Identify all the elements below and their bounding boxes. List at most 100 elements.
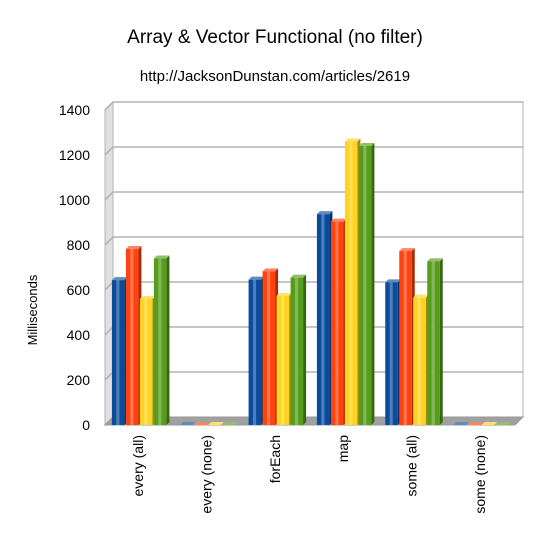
bar	[316, 211, 333, 425]
bar	[276, 292, 293, 425]
bar-top	[248, 276, 265, 280]
bar	[139, 296, 156, 425]
bar	[248, 276, 265, 425]
y-tick-label: 1200	[59, 147, 90, 163]
bar-front	[111, 280, 125, 425]
bar-front	[153, 258, 167, 425]
bar-top	[344, 138, 361, 142]
bar-highlight	[363, 146, 367, 425]
bar	[111, 277, 128, 425]
bar	[427, 258, 443, 425]
bar-top	[399, 248, 415, 252]
y-tick-label: 200	[67, 372, 91, 388]
bar-top	[481, 422, 498, 425]
bar-top	[222, 422, 238, 425]
y-tick-label: 400	[67, 327, 91, 343]
bar-top	[453, 422, 470, 425]
bar	[413, 294, 429, 425]
y-tick-label: 0	[82, 417, 90, 433]
bar-top	[290, 274, 307, 278]
bar	[385, 279, 401, 425]
bar-highlight	[417, 297, 421, 425]
bar	[495, 422, 512, 425]
bar-front	[276, 295, 290, 425]
bar-highlight	[403, 251, 407, 425]
bar-top	[139, 296, 156, 299]
bar	[399, 248, 415, 425]
bar	[290, 274, 307, 425]
bar-highlight	[349, 141, 353, 425]
chart-subtitle: http://JacksonDunstan.com/articles/2619	[140, 68, 410, 85]
bar-side	[166, 255, 170, 425]
bar-highlight	[335, 221, 339, 425]
bar-front	[344, 141, 358, 425]
x-category-label: forEach	[267, 435, 283, 483]
gridline	[104, 236, 523, 246]
bar-side	[303, 274, 307, 425]
bar-top	[125, 246, 142, 250]
bar-top	[385, 279, 401, 283]
bar-top	[180, 422, 196, 425]
bar-front	[248, 279, 262, 425]
y-tick-label: 800	[67, 237, 91, 253]
bar-highlight	[252, 279, 257, 425]
bar-front	[385, 282, 398, 425]
y-tick-label: 1400	[59, 102, 90, 118]
bar-highlight	[294, 277, 299, 425]
bar-top	[413, 294, 429, 298]
bar	[125, 246, 142, 425]
bar	[153, 255, 170, 425]
plot-area: 0 200 400 600 800 1000 1200 1400 every (all) ever…	[59, 100, 525, 514]
bar	[467, 422, 484, 425]
bar-top	[467, 422, 484, 425]
bar-front	[358, 146, 372, 425]
bar-highlight	[266, 271, 271, 425]
bar-top	[427, 258, 443, 262]
x-category-label: every (all)	[130, 435, 146, 496]
bar	[358, 143, 375, 425]
bar-highlight	[321, 214, 325, 425]
bar-top	[276, 292, 293, 296]
gridline	[104, 101, 523, 111]
bar-front	[427, 261, 440, 425]
bar-front	[125, 249, 139, 425]
bar-highlight	[158, 258, 162, 425]
gridline	[104, 191, 523, 201]
bar-front	[316, 214, 330, 425]
bar-top	[194, 422, 210, 425]
bar-highlight	[431, 261, 435, 425]
gridline	[104, 146, 523, 156]
x-category-label: every (none)	[199, 435, 215, 514]
bar	[330, 218, 347, 425]
bar-highlight	[130, 249, 134, 425]
y-tick-label: 1000	[59, 192, 90, 208]
bar	[262, 268, 279, 425]
x-category-label: some (none)	[472, 435, 488, 514]
bar-front	[262, 271, 276, 425]
bar	[344, 138, 361, 425]
bar-top	[316, 211, 333, 215]
bar-highlight	[389, 282, 393, 425]
bar	[481, 422, 498, 425]
bar-highlight	[116, 280, 120, 425]
bar-front	[413, 297, 426, 425]
chart-title: Array & Vector Functional (no filter)	[127, 27, 423, 48]
bar	[180, 422, 196, 425]
bar-front	[399, 251, 412, 425]
bar-top	[495, 422, 512, 425]
bar-top	[153, 255, 170, 259]
bar-top	[330, 218, 347, 222]
bar-front	[139, 299, 153, 425]
bar-highlight	[280, 295, 285, 425]
bar-top	[358, 143, 375, 146]
bar-front	[330, 221, 344, 425]
y-tick-label: 600	[67, 282, 91, 298]
bar-top	[208, 422, 224, 425]
bar-highlight	[144, 299, 148, 425]
bar-front	[290, 277, 304, 425]
bar	[453, 422, 470, 425]
bar-top	[262, 268, 279, 272]
bar	[208, 422, 224, 425]
y-axis-label: Milliseconds	[25, 274, 40, 345]
